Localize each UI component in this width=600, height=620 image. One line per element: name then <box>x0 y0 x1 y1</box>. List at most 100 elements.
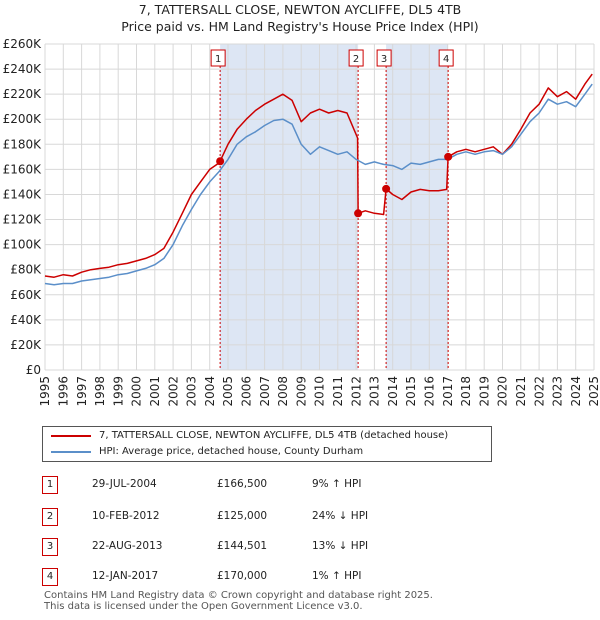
y-tick-label: £260K <box>3 37 43 51</box>
sale-number-badge: 3 <box>42 538 58 556</box>
y-tick-label: £160K <box>3 162 43 176</box>
sale-number-badge: 4 <box>42 568 58 586</box>
sale-date: 10-FEB-2012 <box>92 510 160 522</box>
x-tick-label: 2003 <box>185 376 199 407</box>
legend-swatch-property <box>51 434 91 437</box>
footer-line1: Contains HM Land Registry data © Crown c… <box>44 590 433 601</box>
legend: 7, TATTERSALL CLOSE, NEWTON AYCLIFFE, DL… <box>42 426 492 462</box>
sale-markers-vertical-lines <box>219 66 449 370</box>
sale-price: £166,500 <box>217 478 268 490</box>
sale-price: £125,000 <box>217 510 268 522</box>
x-tick-label: 2009 <box>294 376 308 407</box>
price-chart: 7, TATTERSALL CLOSE, NEWTON AYCLIFFE, DL… <box>3 2 600 407</box>
grid-lines <box>44 43 595 371</box>
x-tick-label: 2006 <box>240 376 254 407</box>
sale-badge-label: 4 <box>443 54 449 65</box>
sale-number-badge: 1 <box>42 476 58 494</box>
x-tick-label: 1996 <box>57 376 71 407</box>
x-tick-label: 2010 <box>313 376 327 407</box>
x-tick-label: 2008 <box>276 376 290 407</box>
x-tick-label: 2019 <box>477 376 491 407</box>
legend-label-hpi: HPI: Average price, detached house, Coun… <box>99 446 364 457</box>
x-tick-label: 2002 <box>166 376 180 407</box>
sale-badge-label: 2 <box>353 54 359 65</box>
y-tick-label: £140K <box>3 187 43 201</box>
shaded-periods <box>220 44 449 370</box>
y-tick-label: £0 <box>26 363 41 377</box>
sale-hpi-diff: 9% ↑ HPI <box>312 478 362 490</box>
y-tick-label: £220K <box>3 87 43 101</box>
chart-title-line1: 7, TATTERSALL CLOSE, NEWTON AYCLIFFE, DL… <box>139 2 462 17</box>
x-tick-label: 2005 <box>221 376 235 407</box>
x-tick-label: 2013 <box>368 376 382 407</box>
x-tick-label: 2000 <box>130 376 144 407</box>
x-tick-label: 1997 <box>75 376 89 407</box>
y-tick-label: £240K <box>3 62 43 76</box>
x-tick-label: 2004 <box>203 376 217 407</box>
sale-hpi-diff: 24% ↓ HPI <box>312 510 369 522</box>
sale-point <box>444 152 453 161</box>
x-tick-label: 2016 <box>423 376 437 407</box>
sale-row: 3 22-AUG-2013 £144,501 13% ↓ HPI <box>42 538 462 558</box>
sale-point <box>382 184 391 193</box>
sale-badge-box <box>438 49 454 67</box>
footer: Contains HM Land Registry data © Crown c… <box>44 590 433 612</box>
x-tick-label: 2018 <box>459 376 473 407</box>
y-tick-label: £180K <box>3 137 43 151</box>
legend-swatch-hpi <box>51 450 91 453</box>
sale-row: 4 12-JAN-2017 £170,000 1% ↑ HPI <box>42 568 462 588</box>
x-tick-label: 2022 <box>532 376 546 407</box>
sale-row: 1 29-JUL-2004 £166,500 9% ↑ HPI <box>42 476 462 496</box>
sale-price: £170,000 <box>217 570 268 582</box>
y-tick-label: £40K <box>10 313 42 327</box>
legend-item-hpi: HPI: Average price, detached house, Coun… <box>51 446 363 457</box>
x-tick-label: 2001 <box>148 376 162 407</box>
y-tick-label: £120K <box>3 213 43 227</box>
sale-badge-box <box>210 49 226 67</box>
y-tick-label: £80K <box>10 263 42 277</box>
sale-badge-label: 1 <box>215 54 221 65</box>
y-tick-label: £20K <box>10 338 42 352</box>
series-lines <box>44 73 593 286</box>
x-axis-tick-labels: 1995 1996 1997 1998 1999 2000 2001 2002 2003 2004… <box>38 376 600 407</box>
sale-badge-box <box>348 49 364 67</box>
sale-point <box>216 157 225 166</box>
x-tick-label: 2014 <box>386 376 400 407</box>
x-tick-label: 2012 <box>349 376 363 407</box>
property-price-line <box>44 73 593 278</box>
x-tick-label: 2025 <box>587 376 600 407</box>
y-tick-label: £200K <box>3 112 43 126</box>
y-tick-label: £60K <box>10 288 42 302</box>
sale-number-badge: 2 <box>42 508 58 526</box>
x-tick-label: 1999 <box>111 376 125 407</box>
sale-date: 29-JUL-2004 <box>92 478 157 490</box>
x-tick-label: 1995 <box>38 376 52 407</box>
legend-item-property: 7, TATTERSALL CLOSE, NEWTON AYCLIFFE, DL… <box>51 430 448 441</box>
sale-hpi-diff: 1% ↑ HPI <box>312 570 362 582</box>
x-tick-label: 1998 <box>93 376 107 407</box>
sale-point <box>354 209 363 218</box>
sale-badges-on-chart: 1 2 3 4 <box>210 49 454 67</box>
x-tick-label: 2023 <box>551 376 565 407</box>
footer-line2: This data is licensed under the Open Gov… <box>44 601 363 612</box>
x-tick-label: 2017 <box>441 376 455 407</box>
sale-badge-label: 3 <box>381 54 387 65</box>
sale-date: 22-AUG-2013 <box>92 540 163 552</box>
x-tick-label: 2020 <box>496 376 510 407</box>
sale-points <box>216 152 453 218</box>
sale-date: 12-JAN-2017 <box>92 570 159 582</box>
x-tick-label: 2011 <box>331 376 345 407</box>
hpi-line <box>44 83 593 286</box>
chart-title-line2: Price paid vs. HM Land Registry's House … <box>121 19 478 34</box>
x-tick-label: 2021 <box>514 376 528 407</box>
sale-price: £144,501 <box>217 540 268 552</box>
x-tick-label: 2024 <box>569 376 583 407</box>
sale-row: 2 10-FEB-2012 £125,000 24% ↓ HPI <box>42 508 462 528</box>
legend-label-property: 7, TATTERSALL CLOSE, NEWTON AYCLIFFE, DL… <box>99 430 449 441</box>
x-tick-label: 2007 <box>258 376 272 407</box>
y-axis-tick-labels: £0 £20K £40K £60K £80K £100K £120K £140K £160K £1… <box>3 37 43 377</box>
y-tick-label: £100K <box>3 238 43 252</box>
shaded-period <box>386 44 449 370</box>
sale-hpi-diff: 13% ↓ HPI <box>312 540 369 552</box>
x-tick-label: 2015 <box>404 376 418 407</box>
